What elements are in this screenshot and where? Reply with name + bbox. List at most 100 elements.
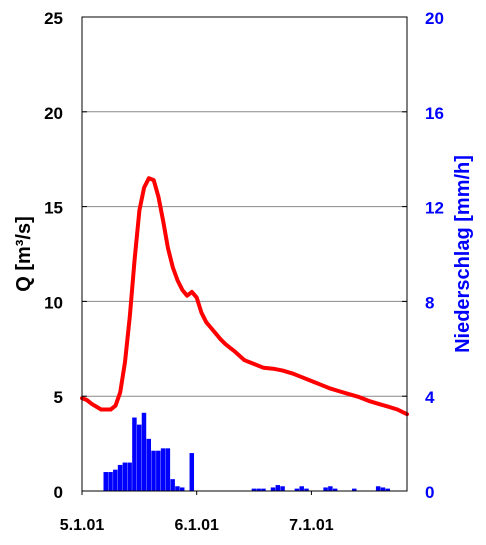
discharge-point [196, 297, 198, 299]
discharge-point [234, 351, 236, 353]
discharge-point [368, 400, 370, 402]
discharge-point [263, 367, 265, 369]
y-right-tick-label: 0 [425, 483, 434, 502]
discharge-point [253, 363, 255, 365]
discharge-point [320, 384, 322, 386]
discharge-point [224, 343, 226, 345]
rain-bar [160, 448, 166, 491]
rain-bar [113, 469, 118, 491]
rain-bar [256, 488, 261, 491]
x-tick-label: 6.1.01 [174, 517, 219, 534]
rain-bar [261, 488, 266, 491]
rain-bar [304, 488, 309, 491]
rain-bar [122, 462, 128, 491]
rain-bar [156, 450, 161, 491]
discharge-point [291, 372, 293, 374]
rain-bar [385, 488, 390, 491]
rain-bar [328, 486, 333, 491]
rain-bar [270, 487, 276, 491]
gridlines [82, 111, 407, 397]
y-left-tick-label: 25 [44, 9, 63, 28]
discharge-point [358, 396, 360, 398]
y-left-tick-label: 0 [54, 483, 63, 502]
discharge-point [153, 179, 155, 181]
discharge-point [162, 221, 164, 223]
rain-bars [103, 412, 390, 491]
discharge-point [124, 361, 126, 363]
rain-bar [136, 424, 142, 491]
y-right-tick-label: 8 [425, 293, 434, 312]
discharge-point [229, 347, 231, 349]
discharge-line-path [80, 176, 409, 417]
rain-bar [170, 479, 175, 491]
rain-bar [375, 486, 381, 491]
discharge-point [396, 408, 398, 410]
discharge-point [210, 327, 212, 329]
tick-marks [81, 16, 407, 495]
rain-bar [280, 486, 285, 491]
rain-bar [380, 487, 386, 491]
discharge-point [172, 266, 174, 268]
rain-bar [323, 487, 328, 491]
discharge-line [80, 176, 409, 417]
rain-bar [179, 487, 185, 491]
discharge-point [191, 291, 193, 293]
rain-bar [332, 488, 338, 491]
discharge-point [200, 312, 202, 314]
y-right-tick-label: 16 [425, 104, 444, 123]
discharge-point [177, 280, 179, 282]
discharge-point [119, 391, 121, 393]
rain-bar [146, 438, 152, 491]
rain-bar [165, 448, 171, 491]
rain-bar [132, 417, 137, 491]
discharge-point [157, 196, 159, 198]
rain-bar [175, 486, 180, 491]
discharge-point [377, 403, 379, 405]
discharge-point [110, 408, 112, 410]
rain-bar [352, 488, 357, 491]
y-left-tick-label: 15 [44, 199, 63, 218]
discharge-point [349, 393, 351, 395]
x-tick-label: 7.1.01 [289, 517, 334, 534]
y-left-axis-label: Q [m³/s] [13, 216, 35, 292]
y-right-tick-labels: 0 4 8 12 16 20 [425, 9, 444, 502]
discharge-point [86, 399, 88, 401]
discharge-point [143, 187, 145, 189]
plot-frame [81, 16, 408, 492]
rain-bar [141, 412, 147, 491]
x-tick-labels: 5.1.01 6.1.01 7.1.01 [60, 517, 334, 534]
rain-bar [117, 464, 123, 491]
discharge-point [167, 247, 169, 249]
y-right-tick-label: 4 [425, 388, 435, 407]
y-left-tick-label: 5 [54, 388, 63, 407]
y-right-tick-label: 12 [425, 199, 444, 218]
y-left-tick-label: 20 [44, 104, 63, 123]
discharge-point [91, 403, 93, 405]
rain-bar [299, 486, 304, 491]
rain-bar [108, 472, 113, 491]
rain-bar [294, 488, 300, 491]
discharge-point [205, 321, 207, 323]
discharge-point [186, 295, 188, 297]
discharge-point [181, 289, 183, 291]
discharge-point [301, 376, 303, 378]
discharge-point [138, 209, 140, 211]
discharge-point [272, 368, 274, 370]
discharge-point [129, 316, 131, 318]
discharge-point [148, 177, 150, 179]
rain-bar [103, 472, 108, 491]
x-tick-label: 5.1.01 [60, 517, 105, 534]
discharge-point [215, 333, 217, 335]
rain-bar [151, 450, 156, 491]
discharge-point [100, 408, 102, 410]
discharge-point [105, 408, 107, 410]
discharge-point [330, 388, 332, 390]
discharge-point [220, 338, 222, 340]
discharge-point [244, 359, 245, 361]
rain-bar [189, 453, 195, 491]
discharge-point [134, 259, 136, 261]
discharge-point [339, 390, 341, 392]
discharge-point [310, 380, 312, 382]
